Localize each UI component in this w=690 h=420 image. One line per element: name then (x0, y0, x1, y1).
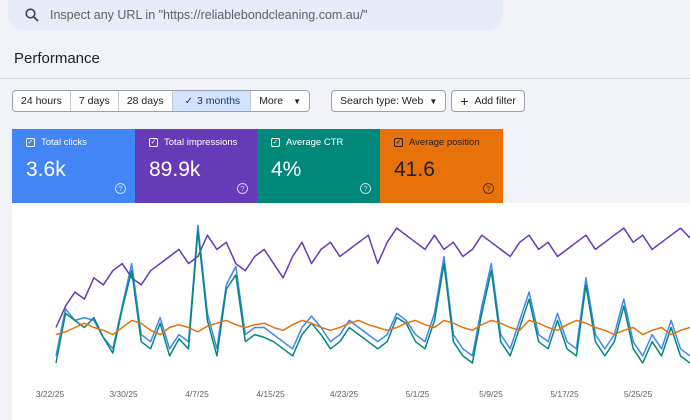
checkbox-checked-icon[interactable]: ✓ (394, 138, 403, 147)
checkbox-checked-icon[interactable]: ✓ (271, 138, 280, 147)
series-line-total-clicks (55, 224, 690, 357)
caret-down-icon: ▼ (293, 96, 302, 106)
add-filter-label: Add filter (474, 95, 516, 107)
series-line-average-ctr (55, 230, 690, 364)
series-line-total-impressions (55, 227, 690, 328)
metric-label: Total clicks (41, 137, 87, 148)
metric-value: 89.9k (149, 158, 201, 181)
url-inspection-search-bar[interactable] (8, 0, 503, 30)
search-type-dropdown[interactable]: Search type: Web ▼ (331, 90, 447, 112)
date-range-24-hours[interactable]: 24 hours (13, 91, 71, 111)
series-line-average-position (55, 319, 690, 336)
metric-label: Total impressions (164, 137, 238, 148)
x-tick-label: 5/25/25 (624, 389, 653, 399)
performance-line-chart[interactable]: 3/22/25 3/30/25 4/7/25 4/15/25 4/23/25 5/1/25… (12, 203, 690, 420)
x-tick-label: 4/23/25 (330, 389, 359, 399)
help-icon[interactable]: ? (483, 183, 494, 194)
checkbox-checked-icon[interactable]: ✓ (149, 138, 158, 147)
x-tick-label: 5/9/25 (479, 389, 503, 399)
checkmark-icon: ✓ (184, 95, 193, 107)
metric-cards: ✓ Total clicks 3.6k ? ✓ Total impressions … (12, 129, 503, 203)
x-tick-label: 5/17/25 (550, 389, 579, 399)
metric-label: Average position (409, 137, 480, 148)
performance-chart-panel: 3/22/25 3/30/25 4/7/25 4/15/25 4/23/25 5/1/25… (12, 203, 690, 420)
metric-value: 41.6 (394, 158, 435, 181)
more-label: More (259, 95, 284, 107)
header-divider (0, 78, 690, 79)
metric-card-average-position[interactable]: ✓ Average position 41.6 ? (380, 129, 503, 203)
help-icon[interactable]: ? (115, 183, 126, 194)
checkbox-checked-icon[interactable]: ✓ (26, 138, 35, 147)
date-range-7-days[interactable]: 7 days (70, 91, 119, 111)
search-type-label: Search type: Web (340, 95, 424, 107)
caret-down-icon: ▼ (429, 96, 438, 106)
metric-card-total-clicks[interactable]: ✓ Total clicks 3.6k ? (12, 129, 135, 203)
plus-icon: + (460, 93, 469, 109)
date-range-more-dropdown[interactable]: More ▼ (251, 91, 310, 111)
x-tick-label: 5/1/25 (406, 389, 430, 399)
metric-card-average-ctr[interactable]: ✓ Average CTR 4% ? (257, 129, 380, 203)
help-icon[interactable]: ? (360, 183, 371, 194)
metric-card-total-impressions[interactable]: ✓ Total impressions 89.9k ? (135, 129, 257, 203)
filter-row: 24 hours 7 days 28 days ✓ 3 months More … (12, 90, 525, 112)
url-inspection-input[interactable] (50, 8, 470, 22)
x-tick-label: 4/15/25 (256, 389, 285, 399)
date-range-selector: 24 hours 7 days 28 days ✓ 3 months More … (12, 90, 311, 112)
x-tick-label: 3/22/25 (36, 389, 65, 399)
date-range-3-months[interactable]: ✓ 3 months (172, 91, 252, 111)
metric-label: Average CTR (286, 137, 344, 148)
date-range-28-days[interactable]: 28 days (118, 91, 173, 111)
add-filter-button[interactable]: + Add filter (451, 90, 525, 112)
metric-value: 4% (271, 158, 302, 181)
metric-value: 3.6k (26, 158, 66, 181)
date-range-3-months-label: 3 months (196, 95, 241, 107)
x-tick-label: 4/7/25 (185, 389, 209, 399)
page-title: Performance (14, 50, 100, 67)
x-tick-label: 3/30/25 (109, 389, 138, 399)
search-icon (24, 7, 40, 23)
help-icon[interactable]: ? (237, 183, 248, 194)
